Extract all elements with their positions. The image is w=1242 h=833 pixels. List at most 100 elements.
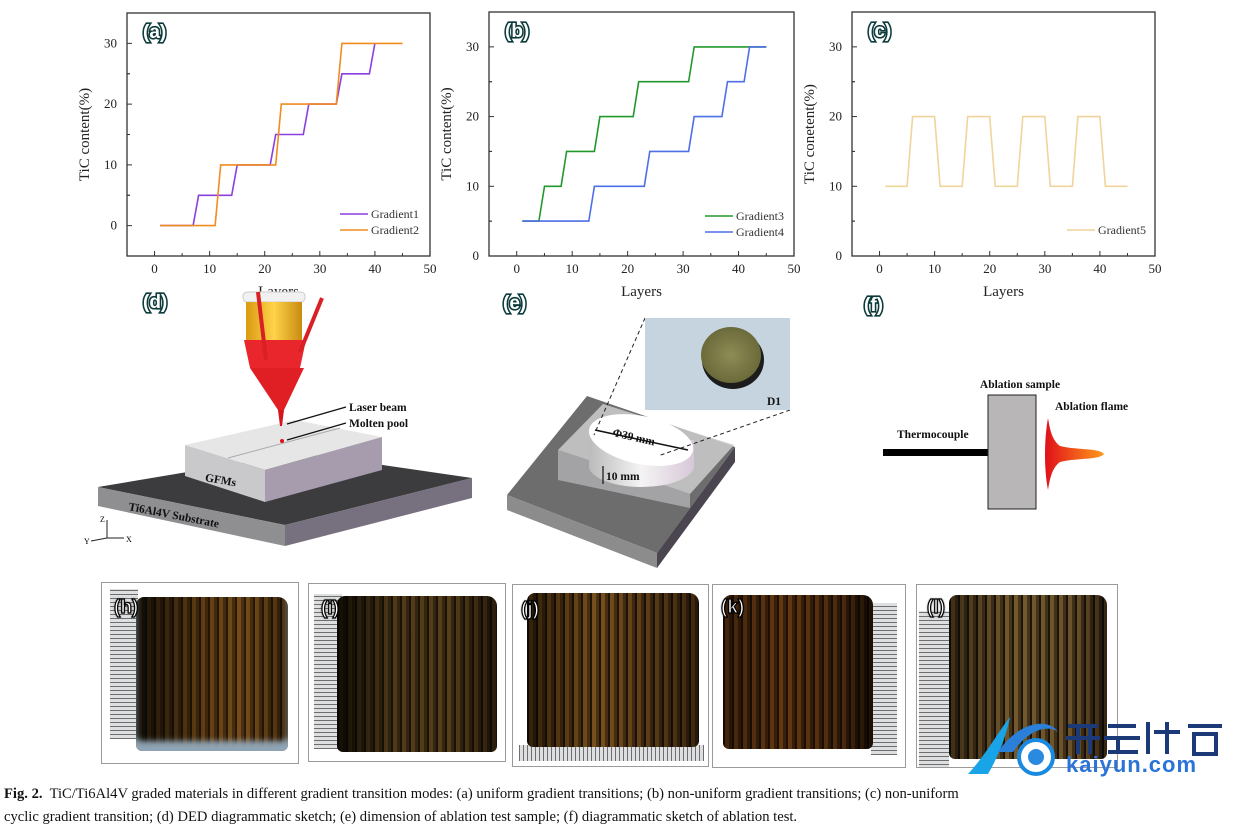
y-tick-label: 10	[104, 157, 117, 172]
gfm-top	[185, 420, 382, 470]
y-tick-label: 20	[104, 96, 117, 111]
x-tick-label: 0	[151, 261, 158, 276]
legend-label: Gradient2	[371, 223, 419, 237]
y-tick-label: 30	[104, 35, 117, 50]
height-label: 10 mm	[606, 471, 640, 483]
y-tick-label: 0	[111, 218, 118, 233]
legend-label: Gradient5	[1098, 223, 1146, 237]
legend-label: Gradient4	[736, 225, 784, 239]
series-line-gradient4	[522, 46, 767, 222]
y-axis-label: TiC conetent(%)	[802, 84, 818, 184]
y-tick-label: 20	[466, 109, 479, 124]
axis-z-label: Z	[100, 515, 105, 524]
sample-disc	[701, 327, 761, 383]
sample-photo-h: (h)	[101, 582, 299, 764]
sample-photo-i: (i)	[308, 583, 506, 762]
zoom-dash-left	[593, 317, 646, 436]
legend-label: Gradient3	[736, 209, 784, 223]
photo-label-j: (j)	[520, 598, 539, 620]
thermocouple-rod	[883, 449, 989, 456]
nozzle-yellow-ring	[246, 302, 302, 340]
sample-block	[337, 596, 497, 752]
x-tick-label: 10	[566, 261, 579, 276]
ablation-flame-shape	[1045, 418, 1104, 490]
y-tick-label: 10	[829, 178, 842, 193]
sample-block	[527, 593, 699, 747]
watermark-logo	[968, 717, 1222, 776]
y-tick-label: 0	[473, 248, 480, 263]
photo-label-i: (i)	[320, 597, 339, 619]
plate-left-face	[507, 495, 657, 568]
coordinate-axes-icon	[90, 520, 124, 542]
x-tick-label: 30	[313, 261, 326, 276]
molten-pool-dot	[280, 439, 284, 443]
substrate-right-face	[285, 478, 472, 546]
ablation-flame-label: Ablation flame	[1055, 401, 1128, 413]
zoom-dash-right	[657, 409, 791, 457]
ablation-sample-block	[987, 394, 1037, 510]
plot-frame	[851, 11, 1156, 257]
ruler	[919, 611, 949, 767]
ded-sketch: (d) Ti6Al4V Substrate GFMs Laser beam Mo…	[84, 290, 472, 546]
y-tick-label: 30	[829, 39, 842, 54]
x-axis-label: Layers	[983, 284, 1024, 300]
axis-x-label: X	[126, 535, 132, 544]
plot-frame	[488, 11, 795, 257]
x-tick-label: 10	[928, 261, 941, 276]
gfm-label: GFMs	[204, 472, 237, 489]
panel-label-e: (e)	[503, 293, 526, 314]
ruler	[110, 589, 138, 739]
watermark-cn-lettering	[1066, 722, 1222, 756]
y-tick-label: 30	[466, 39, 479, 54]
laser-beam-arrow	[286, 406, 347, 425]
molten-pool-label: Molten pool	[349, 418, 408, 430]
nozzle-top	[242, 291, 306, 303]
charts-area: (a) 0 10 20 30 40 50 0 10 20 30 Layers TiC content(%…	[77, 11, 1162, 300]
laser-beam-label: Laser beam	[349, 402, 407, 414]
figure-caption-line1: Fig. 2. TiC/Ti6Al4V graded materials in …	[4, 783, 959, 806]
x-tick-label: 50	[424, 261, 437, 276]
panel-label: (a)	[143, 22, 166, 43]
sample-photo-j: (j)	[512, 584, 709, 767]
nozzle-cone	[250, 368, 304, 410]
powder-feed-right	[298, 297, 324, 353]
legend-label: Gradient1	[371, 207, 419, 221]
x-tick-label: 20	[258, 261, 271, 276]
series-line-gradient3	[522, 46, 767, 222]
x-tick-label: 40	[368, 261, 381, 276]
caption-text-1: TiC/Ti6Al4V graded materials in differen…	[49, 786, 959, 802]
sketches-area: (d) Ti6Al4V Substrate GFMs Laser beam Mo…	[84, 290, 1128, 568]
diameter-arrow	[594, 429, 689, 451]
ruler	[519, 745, 704, 761]
panel-label-f: (f)	[864, 295, 883, 316]
thermocouple-label: Thermocouple	[897, 429, 969, 441]
figure-number: Fig. 2.	[4, 786, 43, 802]
powder-feed-left	[256, 291, 268, 361]
y-tick-label: 0	[836, 248, 843, 263]
ablation-sample-label: Ablation sample	[980, 379, 1060, 391]
figure-caption-line2: cyclic gradient transition; (d) DED diag…	[4, 809, 798, 825]
ruler	[871, 603, 897, 755]
x-tick-label: 40	[732, 261, 745, 276]
sample-block	[723, 595, 873, 749]
panel-label-d: (d)	[143, 292, 167, 313]
panel-label: (b)	[505, 21, 529, 42]
axis-y-label: Y	[84, 537, 90, 546]
photo-label-l: (l)	[926, 596, 945, 618]
x-tick-label: 30	[1038, 261, 1051, 276]
nozzle-tip	[278, 410, 284, 426]
molten-pool-arrow	[286, 422, 347, 441]
x-tick-label: 0	[876, 261, 883, 276]
sample-photo-k: (k)	[712, 584, 906, 768]
sample-id-label: D1	[767, 396, 781, 408]
sample-block	[136, 597, 288, 751]
x-tick-label: 40	[1093, 261, 1106, 276]
series-line-gradient1	[160, 43, 376, 227]
photo-label-k: (k)	[720, 596, 745, 618]
series-line-gradient5	[885, 115, 1128, 188]
ablation-sample-sketch: (e) Φ39 mm 10 mm D1	[501, 291, 791, 568]
y-axis-label: TiC content(%)	[439, 87, 455, 180]
x-tick-label: 50	[1149, 261, 1162, 276]
x-tick-label: 10	[203, 261, 216, 276]
plate-right-face	[657, 447, 735, 568]
